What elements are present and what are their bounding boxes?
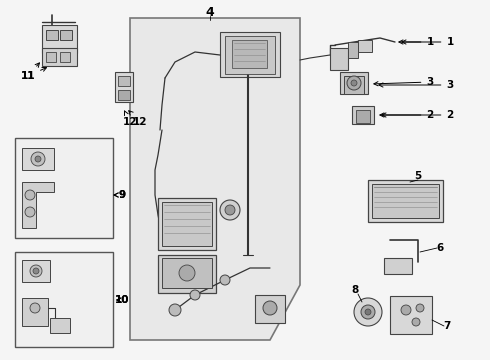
Bar (344, 76, 364, 94)
Text: 1: 1 (399, 37, 454, 47)
Circle shape (354, 298, 382, 326)
Text: 1: 1 (402, 37, 434, 47)
Text: 10: 10 (115, 295, 129, 305)
Bar (232, 40, 267, 68)
Bar (390, 296, 432, 334)
Circle shape (35, 156, 41, 162)
Bar (348, 42, 358, 58)
Text: 6: 6 (437, 243, 443, 253)
Bar (118, 90, 130, 100)
Bar (384, 258, 412, 274)
Bar (162, 202, 212, 246)
Text: 2: 2 (380, 110, 434, 120)
Bar (115, 72, 133, 102)
Bar (158, 255, 216, 293)
Bar (368, 180, 443, 222)
Bar (340, 72, 368, 94)
Circle shape (25, 207, 35, 217)
Text: 7: 7 (443, 321, 451, 331)
Circle shape (351, 80, 357, 86)
Text: 12: 12 (129, 111, 147, 127)
Circle shape (412, 318, 420, 326)
Polygon shape (130, 18, 300, 340)
Circle shape (416, 304, 424, 312)
Text: 2: 2 (382, 110, 454, 120)
Circle shape (25, 190, 35, 200)
Circle shape (30, 303, 40, 313)
Circle shape (179, 265, 195, 281)
Circle shape (365, 309, 371, 315)
Polygon shape (22, 182, 54, 228)
Circle shape (225, 205, 235, 215)
Bar (330, 48, 348, 70)
Text: 11: 11 (21, 63, 40, 81)
Bar (22, 298, 48, 326)
Circle shape (169, 304, 181, 316)
Bar (22, 260, 50, 282)
Circle shape (190, 290, 200, 300)
Circle shape (220, 275, 230, 285)
Circle shape (361, 305, 375, 319)
Bar (118, 76, 130, 86)
Text: 3: 3 (374, 77, 434, 87)
Bar (356, 110, 370, 123)
Bar (225, 36, 275, 74)
Text: 11: 11 (21, 67, 47, 81)
Bar (15, 138, 113, 238)
Text: 10: 10 (115, 295, 129, 305)
Bar (22, 148, 54, 170)
Text: 9: 9 (114, 190, 125, 200)
Bar (15, 252, 113, 347)
Bar (372, 184, 439, 218)
Bar (358, 40, 372, 52)
Circle shape (401, 305, 411, 315)
Circle shape (31, 152, 45, 166)
Bar (60, 30, 72, 40)
Bar (162, 258, 212, 288)
Bar (42, 25, 77, 53)
Bar (158, 198, 216, 250)
Text: 9: 9 (114, 190, 125, 200)
Circle shape (263, 301, 277, 315)
Text: 4: 4 (206, 5, 215, 18)
Circle shape (30, 265, 42, 277)
Circle shape (220, 200, 240, 220)
Text: 5: 5 (415, 171, 421, 181)
Bar (46, 30, 58, 40)
Bar (352, 106, 374, 124)
Text: 12: 12 (123, 111, 137, 127)
Text: 3: 3 (379, 80, 454, 90)
Bar (50, 318, 70, 333)
Bar (46, 52, 56, 62)
Bar (60, 52, 70, 62)
Text: 8: 8 (351, 285, 359, 295)
Bar (255, 295, 285, 323)
Circle shape (33, 268, 39, 274)
Bar (220, 32, 280, 77)
Circle shape (347, 76, 361, 90)
Bar (42, 48, 77, 66)
